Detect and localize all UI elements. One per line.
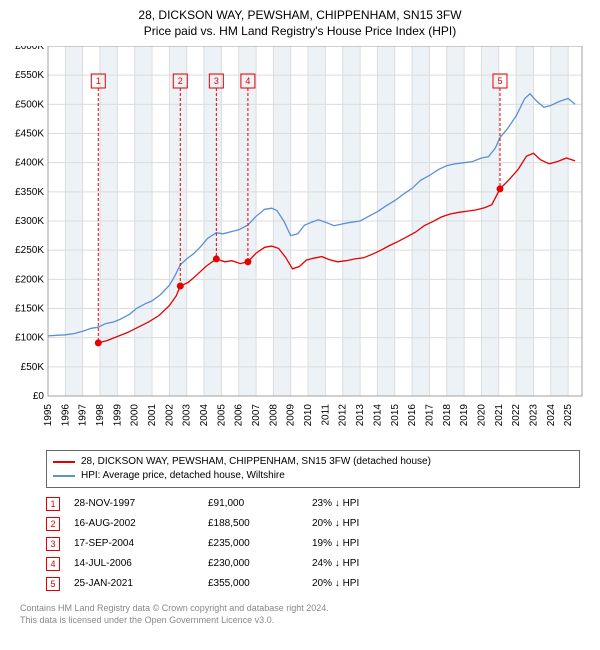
svg-text:2017: 2017: [424, 404, 435, 427]
transaction-row: 3 17-SEP-2004 £235,000 19% ↓ HPI: [46, 534, 580, 554]
transaction-row: 5 25-JAN-2021 £355,000 20% ↓ HPI: [46, 574, 580, 594]
tx-date: 14-JUL-2006: [74, 554, 194, 574]
svg-text:2014: 2014: [372, 404, 383, 427]
tx-date: 17-SEP-2004: [74, 534, 194, 554]
svg-text:2022: 2022: [511, 404, 522, 427]
legend-item: HPI: Average price, detached house, Wilt…: [53, 469, 573, 483]
svg-text:1998: 1998: [95, 404, 106, 427]
svg-text:1997: 1997: [78, 404, 89, 427]
tx-marker: 2: [46, 517, 60, 531]
tx-date: 16-AUG-2002: [74, 514, 194, 534]
legend-item: 28, DICKSON WAY, PEWSHAM, CHIPPENHAM, SN…: [53, 455, 573, 469]
svg-text:1995: 1995: [43, 404, 54, 427]
legend-swatch: [53, 475, 75, 477]
svg-text:3: 3: [214, 76, 219, 86]
legend-label: HPI: Average price, detached house, Wilt…: [81, 469, 285, 483]
svg-text:2006: 2006: [234, 404, 245, 427]
legend-label: 28, DICKSON WAY, PEWSHAM, CHIPPENHAM, SN…: [81, 455, 431, 469]
svg-text:£250K: £250K: [15, 245, 44, 256]
chart-titles: 28, DICKSON WAY, PEWSHAM, CHIPPENHAM, SN…: [10, 8, 590, 38]
tx-marker: 1: [46, 497, 60, 511]
svg-text:2013: 2013: [355, 404, 366, 427]
svg-text:£150K: £150K: [15, 304, 44, 315]
svg-text:2023: 2023: [528, 404, 539, 427]
tx-marker: 3: [46, 537, 60, 551]
footer-line2: This data is licensed under the Open Gov…: [20, 614, 580, 626]
svg-text:4: 4: [245, 76, 250, 86]
svg-text:2004: 2004: [199, 404, 210, 427]
svg-text:£50K: £50K: [21, 362, 45, 373]
tx-diff: 20% ↓ HPI: [312, 574, 402, 594]
legend-swatch: [53, 461, 75, 463]
tx-date: 28-NOV-1997: [74, 494, 194, 514]
transaction-row: 4 14-JUL-2006 £230,000 24% ↓ HPI: [46, 554, 580, 574]
price-chart: £0 £50K £100K £150K £200K £250K £300K £350K £400…: [10, 46, 590, 446]
title-line2: Price paid vs. HM Land Registry's House …: [10, 24, 590, 38]
tx-diff: 19% ↓ HPI: [312, 534, 402, 554]
svg-text:2009: 2009: [286, 404, 297, 427]
svg-text:£100K: £100K: [15, 333, 44, 344]
svg-text:2007: 2007: [251, 404, 262, 427]
svg-text:2011: 2011: [320, 404, 331, 426]
tx-marker: 4: [46, 557, 60, 571]
footer: Contains HM Land Registry data © Crown c…: [20, 602, 580, 626]
svg-text:5: 5: [497, 76, 502, 86]
svg-text:£0: £0: [33, 391, 45, 402]
svg-text:£350K: £350K: [15, 187, 44, 198]
svg-text:2000: 2000: [130, 404, 141, 427]
svg-text:2010: 2010: [303, 404, 314, 427]
svg-text:2002: 2002: [164, 404, 175, 427]
svg-text:2021: 2021: [494, 404, 505, 427]
svg-text:£600K: £600K: [15, 46, 44, 52]
tx-price: £355,000: [208, 574, 298, 594]
svg-text:£550K: £550K: [15, 70, 44, 81]
svg-text:1999: 1999: [112, 404, 123, 427]
transactions-table: 1 28-NOV-1997 £91,000 23% ↓ HPI 2 16-AUG-2002…: [46, 494, 580, 594]
svg-text:2003: 2003: [182, 404, 193, 427]
tx-price: £235,000: [208, 534, 298, 554]
svg-text:2005: 2005: [216, 404, 227, 427]
tx-marker: 5: [46, 577, 60, 591]
svg-text:2016: 2016: [407, 404, 418, 427]
tx-date: 25-JAN-2021: [74, 574, 194, 594]
transaction-row: 1 28-NOV-1997 £91,000 23% ↓ HPI: [46, 494, 580, 514]
svg-text:£450K: £450K: [15, 129, 44, 140]
svg-text:1: 1: [96, 76, 101, 86]
svg-text:2008: 2008: [268, 404, 279, 427]
svg-text:£400K: £400K: [15, 158, 44, 169]
footer-line1: Contains HM Land Registry data © Crown c…: [20, 602, 580, 614]
svg-text:1996: 1996: [60, 404, 71, 427]
svg-text:2019: 2019: [459, 404, 470, 427]
svg-text:2: 2: [178, 76, 183, 86]
svg-text:2018: 2018: [442, 404, 453, 427]
tx-diff: 23% ↓ HPI: [312, 494, 402, 514]
transaction-row: 2 16-AUG-2002 £188,500 20% ↓ HPI: [46, 514, 580, 534]
tx-diff: 24% ↓ HPI: [312, 554, 402, 574]
svg-text:£500K: £500K: [15, 99, 44, 110]
svg-text:2001: 2001: [147, 404, 158, 427]
tx-price: £91,000: [208, 494, 298, 514]
svg-text:£300K: £300K: [15, 216, 44, 227]
svg-text:2024: 2024: [546, 404, 557, 427]
svg-text:£200K: £200K: [15, 274, 44, 285]
tx-diff: 20% ↓ HPI: [312, 514, 402, 534]
title-line1: 28, DICKSON WAY, PEWSHAM, CHIPPENHAM, SN…: [10, 8, 590, 22]
tx-price: £188,500: [208, 514, 298, 534]
svg-text:2012: 2012: [338, 404, 349, 427]
svg-text:2015: 2015: [390, 404, 401, 427]
svg-text:2020: 2020: [476, 404, 487, 427]
legend: 28, DICKSON WAY, PEWSHAM, CHIPPENHAM, SN…: [46, 450, 580, 488]
svg-text:2025: 2025: [563, 404, 574, 427]
tx-price: £230,000: [208, 554, 298, 574]
